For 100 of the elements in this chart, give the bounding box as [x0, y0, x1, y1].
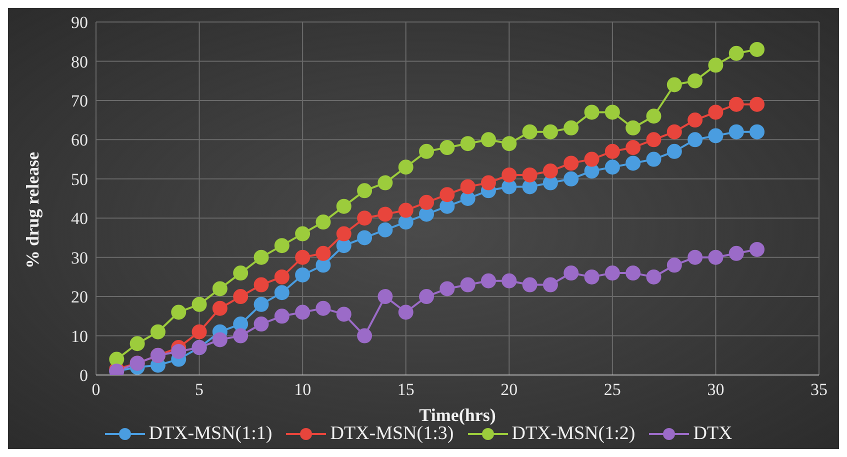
- point: [522, 277, 538, 292]
- point: [440, 187, 455, 202]
- point: [295, 267, 310, 282]
- point: [171, 304, 186, 320]
- point: [584, 104, 600, 120]
- x-tick-label: 20: [500, 380, 518, 400]
- y-tick-label: 90: [71, 13, 88, 32]
- point: [646, 269, 662, 284]
- point: [564, 171, 579, 186]
- y-tick-label: 10: [71, 326, 88, 346]
- x-tick-label: 35: [810, 380, 828, 400]
- x-tick-label: 0: [92, 380, 100, 400]
- y-tick-label: 0: [80, 366, 88, 386]
- point: [666, 124, 682, 140]
- point: [274, 269, 290, 284]
- y-tick-label: 80: [71, 52, 88, 72]
- point: [564, 266, 579, 281]
- point: [192, 296, 207, 312]
- point: [688, 73, 703, 88]
- point: [440, 140, 455, 156]
- point: [728, 246, 744, 261]
- point: [604, 160, 620, 175]
- point: [502, 136, 517, 152]
- point: [233, 328, 248, 344]
- point: [460, 136, 476, 152]
- point: [646, 132, 662, 148]
- point: [295, 226, 310, 242]
- point: [440, 281, 455, 296]
- point: [708, 250, 724, 265]
- x-axis-title: Time(hrs): [419, 405, 496, 425]
- y-tick-label: 60: [71, 130, 88, 150]
- y-tick-label: 70: [71, 91, 88, 110]
- legend-label: DTX-MSN(1:3): [329, 423, 454, 445]
- point: [542, 124, 558, 140]
- point: [708, 104, 724, 120]
- point: [728, 96, 744, 112]
- point: [254, 296, 269, 312]
- legend-label: DTX-MSN(1:2): [512, 423, 636, 444]
- point: [295, 304, 310, 320]
- point: [688, 112, 703, 128]
- x-tick-label: 25: [604, 380, 621, 400]
- point: [357, 230, 372, 246]
- point: [666, 258, 682, 273]
- point: [728, 124, 744, 140]
- point: [233, 316, 248, 332]
- point: [626, 140, 641, 156]
- point: [357, 183, 372, 198]
- point: [750, 242, 765, 257]
- point: [750, 42, 765, 57]
- point: [604, 104, 620, 120]
- point: [336, 198, 352, 214]
- x-tick-label: 15: [397, 380, 414, 400]
- point: [688, 250, 703, 265]
- point: [646, 152, 662, 167]
- point: [480, 273, 496, 288]
- point: [398, 304, 414, 320]
- point: [419, 289, 434, 304]
- y-axis-title: % drug release: [22, 152, 42, 268]
- point: [666, 144, 682, 159]
- point: [378, 175, 393, 190]
- point: [419, 194, 434, 210]
- point: [708, 58, 724, 73]
- point: [336, 226, 352, 242]
- point: [378, 206, 393, 222]
- point: [626, 156, 641, 171]
- point: [564, 120, 579, 136]
- point: [626, 266, 641, 281]
- x-tick-label: 30: [707, 380, 724, 400]
- point: [171, 344, 186, 359]
- point: [274, 285, 290, 300]
- point: [130, 336, 145, 352]
- point: [460, 277, 476, 292]
- point: [150, 324, 166, 340]
- point: [626, 120, 641, 136]
- point: [584, 269, 600, 284]
- y-tick-label: 50: [71, 170, 88, 189]
- point: [212, 300, 228, 316]
- point: [542, 164, 558, 179]
- point: [316, 214, 331, 230]
- point: [316, 246, 331, 261]
- legend-label: DTX: [692, 423, 732, 445]
- point: [233, 266, 248, 281]
- point: [480, 175, 496, 190]
- y-tick-label: 30: [71, 248, 88, 268]
- point: [522, 124, 538, 140]
- point: [480, 132, 496, 148]
- point: [750, 124, 765, 140]
- point: [460, 179, 476, 194]
- point: [522, 167, 538, 182]
- point: [666, 77, 682, 92]
- point: [336, 306, 352, 322]
- point: [728, 46, 744, 61]
- point: [542, 277, 558, 292]
- point: [378, 289, 393, 304]
- point: [233, 289, 248, 304]
- point: [584, 152, 600, 167]
- point: [750, 96, 765, 112]
- point: [254, 277, 269, 292]
- point: [688, 132, 703, 148]
- x-tick-label: 5: [195, 380, 204, 400]
